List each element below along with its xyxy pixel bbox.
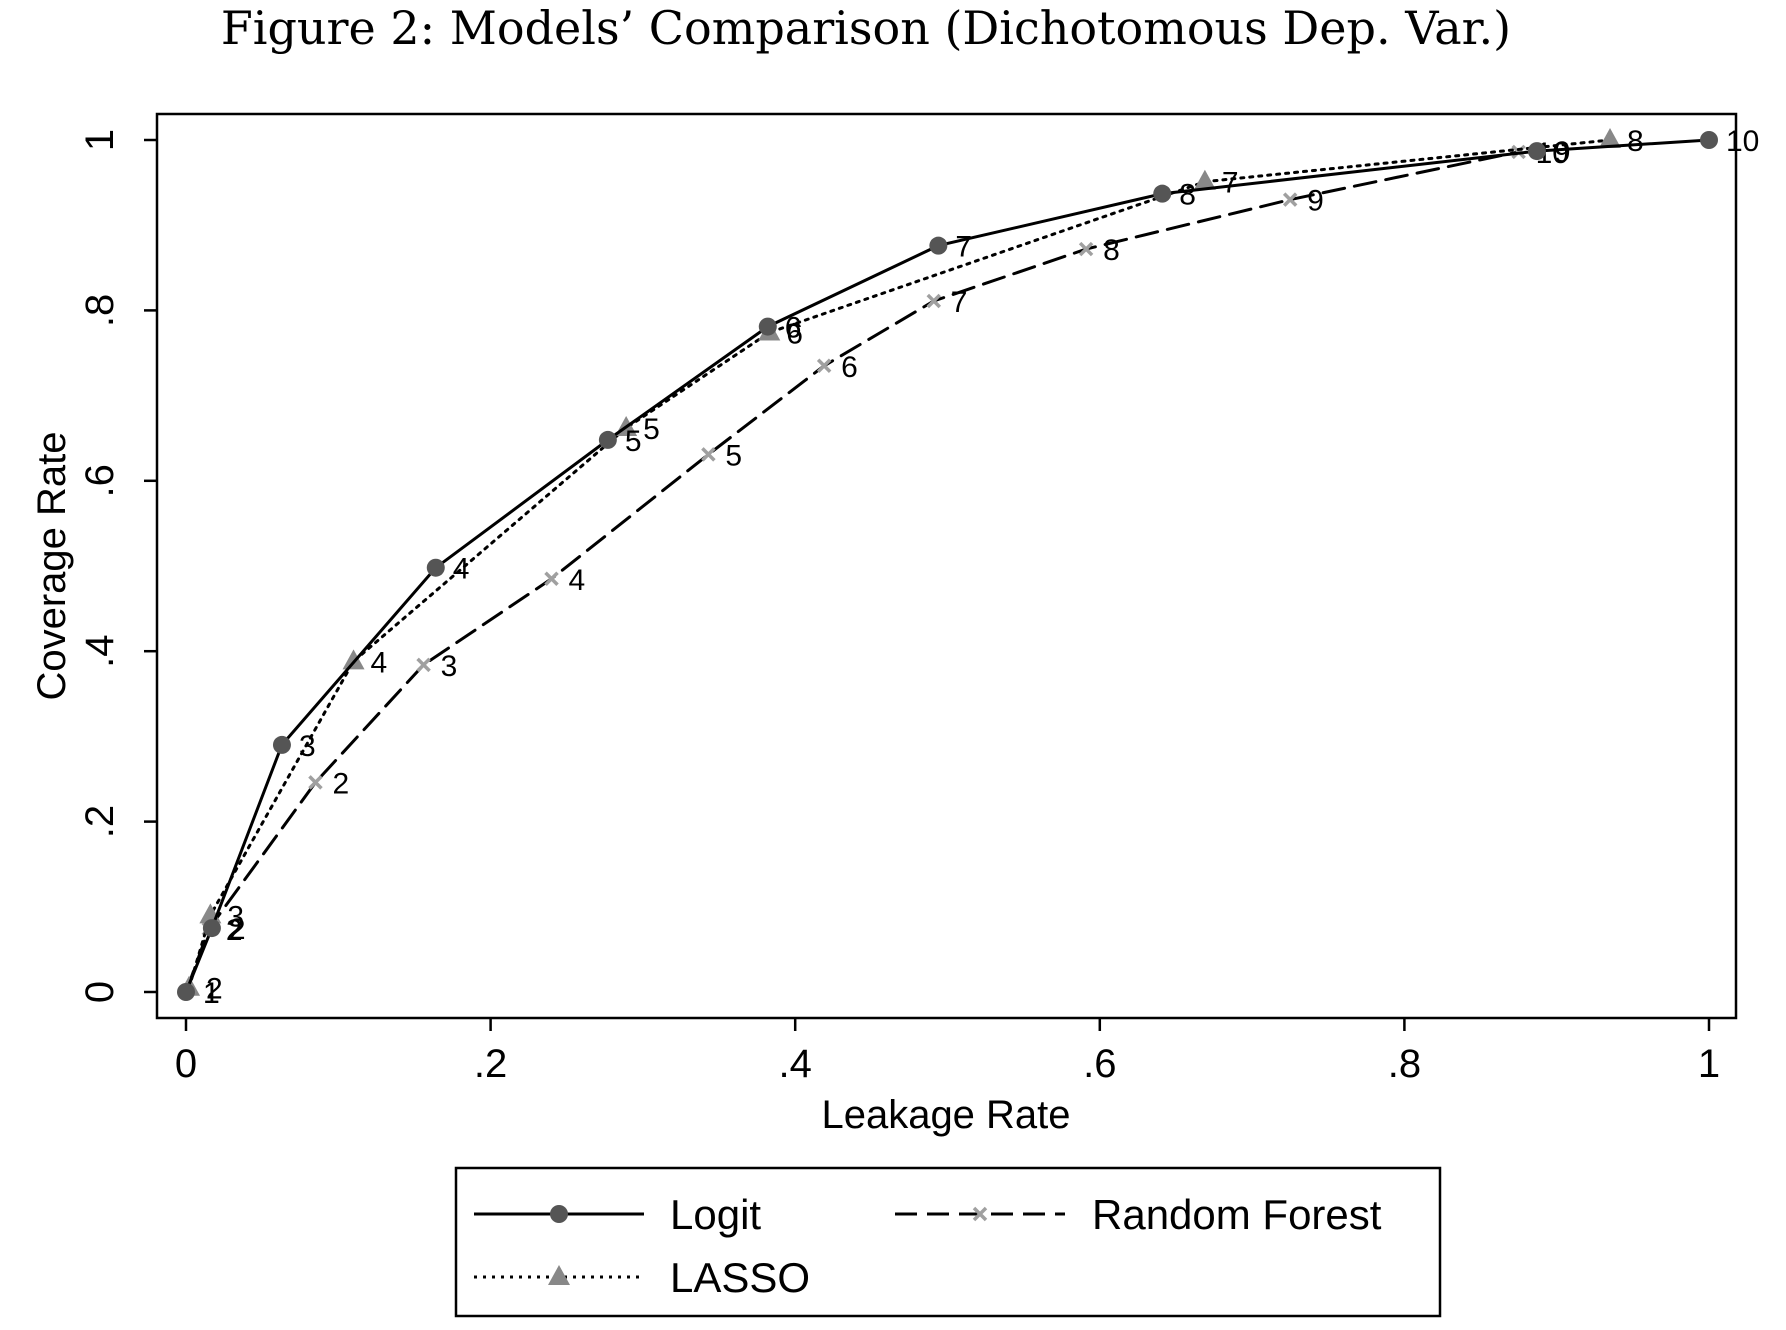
data-point-logit (177, 983, 195, 1001)
data-point-lasso (342, 649, 365, 670)
y-tick-label: 0 (78, 981, 122, 1003)
legend-label-lasso: LASSO (670, 1254, 810, 1301)
data-point-random-forest (701, 447, 716, 462)
data-point-random-forest (1078, 241, 1094, 257)
data-point-logit (598, 430, 617, 449)
point-label-lasso: 7 (1222, 167, 1239, 200)
point-label-logit: 10 (1726, 125, 1759, 158)
data-point-random-forest (816, 358, 832, 374)
point-label-lasso: 6 (786, 318, 803, 351)
data-point-logit (1153, 184, 1172, 203)
point-label-random-forest: 8 (1103, 234, 1120, 267)
data-point-logit (426, 558, 445, 577)
data-point-logit (929, 236, 948, 255)
legend: Logit Random Forest LASSO (454, 1166, 1442, 1318)
legend-box (454, 1166, 1442, 1318)
y-axis-label: Coverage Rate (30, 431, 74, 700)
data-point-logit (1527, 142, 1546, 161)
data-point-random-forest (544, 571, 559, 587)
series-line-random-forest (184, 150, 1521, 994)
point-label-random-forest: 4 (569, 564, 586, 597)
point-label-logit: 5 (625, 425, 642, 458)
legend-item-lasso: LASSO (474, 1254, 810, 1301)
point-label-random-forest: 7 (951, 286, 968, 319)
legend-label-logit: Logit (670, 1191, 761, 1238)
y-tick-label: .6 (78, 464, 122, 497)
legend-item-logit: Logit (474, 1191, 761, 1238)
y-tick-label: .4 (78, 635, 122, 668)
x-tick-label: .8 (1388, 1042, 1421, 1086)
point-label-random-forest: 2 (226, 914, 243, 947)
data-point-random-forest (1282, 192, 1298, 207)
point-label-logit: 1 (203, 977, 220, 1010)
data-point-lasso (1193, 169, 1216, 190)
legend-label-random-forest: Random Forest (1092, 1191, 1382, 1238)
series-line-lasso (187, 138, 1612, 990)
point-label-random-forest: 6 (841, 351, 858, 384)
data-point-logit (202, 919, 221, 938)
x-axis: 0 .2 .4 .6 .8 1 (175, 1018, 1720, 1086)
data-point-logit (272, 735, 291, 754)
y-tick-label: .2 (78, 805, 122, 838)
point-label-lasso: 5 (643, 413, 660, 446)
legend-marker-lasso (548, 1265, 570, 1285)
legend-marker-logit (550, 1205, 568, 1223)
data-point-logit (1700, 131, 1718, 149)
point-label-logit: 9 (1554, 136, 1571, 169)
data-point-random-forest (308, 775, 323, 790)
y-tick-label: .8 (78, 294, 122, 327)
legend-marker-random-forest (972, 1206, 988, 1222)
point-label-random-forest: 1 (203, 977, 220, 1010)
point-label-logit: 4 (453, 553, 470, 586)
data-point-lasso (1599, 128, 1622, 148)
point-label-lasso: 3 (227, 900, 244, 933)
x-tick-label: .4 (779, 1042, 812, 1086)
point-label-logit: 3 (299, 730, 316, 763)
x-axis-label: Leakage Rate (821, 1093, 1070, 1137)
x-tick-label: 0 (175, 1042, 197, 1086)
chart-title: Figure 2: Models’ Comparison (Dichotomou… (221, 1, 1511, 55)
point-label-logit: 8 (1179, 179, 1196, 212)
x-tick-label: .2 (474, 1042, 507, 1086)
y-tick-label: 1 (78, 129, 122, 151)
point-label-logit: 2 (229, 913, 246, 946)
data-point-random-forest (926, 293, 942, 309)
y-axis: 0 .2 .4 .6 .8 1 (78, 129, 157, 1003)
x-tick-label: 1 (1698, 1042, 1720, 1086)
point-label-random-forest: 5 (725, 439, 742, 472)
point-label-logit: 6 (785, 312, 802, 345)
point-label-lasso: 2 (206, 973, 223, 1006)
data-point-random-forest (416, 657, 431, 673)
point-label-random-forest: 9 (1307, 185, 1324, 218)
legend-item-random-forest: Random Forest (895, 1191, 1382, 1238)
x-tick-label: .6 (1083, 1042, 1116, 1086)
point-label-logit: 7 (955, 231, 972, 264)
point-label-lasso: 4 (371, 646, 388, 679)
plot-area (155, 112, 1738, 1020)
data-point-logit (758, 317, 777, 336)
point-label-random-forest: 3 (441, 650, 458, 683)
point-label-lasso: 8 (1627, 125, 1644, 158)
point-label-random-forest: 2 (332, 767, 349, 800)
series-line-logit (184, 138, 1711, 994)
